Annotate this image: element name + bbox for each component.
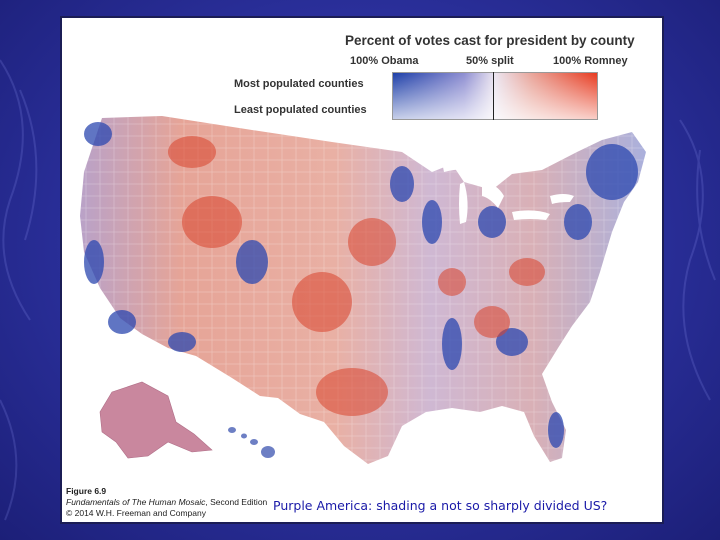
us-county-vote-map — [80, 116, 646, 464]
legend-obama-label: 100% Obama — [350, 55, 419, 67]
legend-least-populated-label: Least populated counties — [234, 104, 367, 116]
figure-source-edition: , Second Edition — [205, 497, 268, 507]
figure-source: Fundamentals of The Human Mosaic, Second… — [66, 497, 267, 508]
slide-caption: Purple America: shading a not so sharply… — [273, 498, 608, 513]
figure-caption: Figure 6.9 Fundamentals of The Human Mos… — [66, 486, 267, 519]
figure-copyright: © 2014 W.H. Freeman and Company — [66, 508, 206, 518]
legend-title: Percent of votes cast for president by c… — [345, 33, 635, 48]
figure-number: Figure 6.9 — [66, 486, 107, 496]
legend-romney-label: 100% Romney — [553, 55, 628, 67]
legend-split-label: 50% split — [466, 55, 514, 67]
hawaii-shape — [228, 427, 275, 458]
alaska-shape — [99, 381, 213, 459]
legend-midpoint-line — [493, 72, 494, 120]
legend-color-scale — [392, 72, 598, 120]
legend-most-populated-label: Most populated counties — [234, 78, 364, 90]
figure-source-title: Fundamentals of The Human Mosaic — [66, 497, 206, 507]
